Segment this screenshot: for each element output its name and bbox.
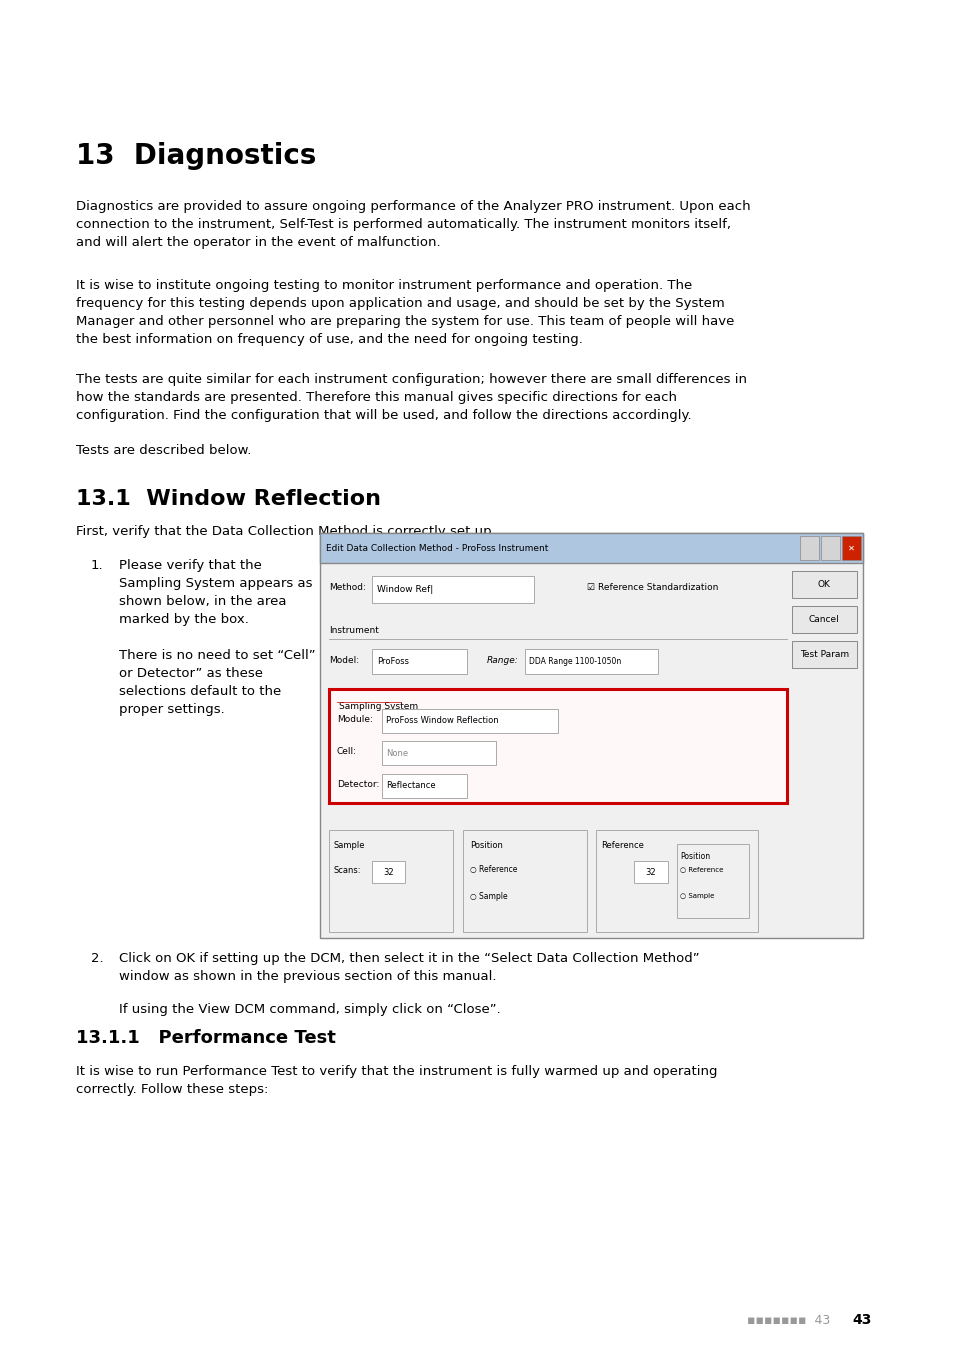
Text: DDA Range 1100-1050n: DDA Range 1100-1050n [529, 657, 621, 666]
FancyBboxPatch shape [329, 688, 786, 803]
FancyBboxPatch shape [329, 830, 453, 932]
Text: None: None [386, 749, 408, 757]
Text: Method:: Method: [329, 583, 366, 591]
FancyBboxPatch shape [791, 571, 856, 598]
Text: Please verify that the
Sampling System appears as
shown below, in the area
marke: Please verify that the Sampling System a… [119, 559, 315, 716]
FancyBboxPatch shape [524, 649, 658, 674]
Text: Scans:: Scans: [334, 867, 361, 875]
FancyBboxPatch shape [372, 861, 405, 883]
Text: ○ Reference: ○ Reference [470, 865, 517, 873]
FancyBboxPatch shape [596, 830, 758, 932]
Text: 13  Diagnostics: 13 Diagnostics [76, 142, 316, 170]
Text: 13.1.1   Performance Test: 13.1.1 Performance Test [76, 1029, 335, 1046]
Text: Module:: Module: [336, 716, 373, 724]
FancyBboxPatch shape [841, 536, 861, 560]
FancyBboxPatch shape [791, 641, 856, 668]
Text: Position: Position [470, 841, 502, 850]
Text: Instrument: Instrument [329, 626, 378, 634]
FancyBboxPatch shape [319, 533, 862, 938]
Text: Range:: Range: [486, 656, 517, 664]
Text: The tests are quite similar for each instrument configuration; however there are: The tests are quite similar for each ins… [76, 373, 746, 421]
Text: Cancel: Cancel [808, 616, 839, 624]
FancyBboxPatch shape [319, 533, 862, 563]
Text: Edit Data Collection Method - ProFoss Instrument: Edit Data Collection Method - ProFoss In… [326, 544, 548, 552]
Text: Window Ref|: Window Ref| [376, 586, 433, 594]
Text: 43: 43 [851, 1314, 870, 1327]
FancyBboxPatch shape [800, 536, 819, 560]
Text: ▪▪▪▪▪▪▪  43: ▪▪▪▪▪▪▪ 43 [746, 1314, 829, 1327]
FancyBboxPatch shape [372, 576, 534, 603]
FancyBboxPatch shape [791, 606, 856, 633]
Text: First, verify that the Data Collection Method is correctly set up.: First, verify that the Data Collection M… [76, 525, 496, 539]
Text: ○ Reference: ○ Reference [679, 867, 722, 872]
Text: Sample: Sample [334, 841, 365, 850]
FancyBboxPatch shape [677, 844, 748, 918]
Text: Model:: Model: [329, 656, 359, 664]
Text: 32: 32 [382, 868, 394, 876]
Text: If using the View DCM command, simply click on “Close”.: If using the View DCM command, simply cl… [119, 1003, 500, 1017]
Text: Reflectance: Reflectance [386, 782, 436, 790]
Text: 1.: 1. [91, 559, 103, 572]
Text: ☑ Reference Standardization: ☑ Reference Standardization [586, 583, 718, 591]
Text: It is wise to run Performance Test to verify that the instrument is fully warmed: It is wise to run Performance Test to ve… [76, 1065, 717, 1096]
Text: ○ Sample: ○ Sample [679, 894, 714, 899]
Text: 13.1  Window Reflection: 13.1 Window Reflection [76, 489, 381, 509]
Text: Click on OK if setting up the DCM, then select it in the “Select Data Collection: Click on OK if setting up the DCM, then … [119, 952, 700, 983]
Text: 32: 32 [644, 868, 656, 876]
Text: Detector:: Detector: [336, 780, 378, 788]
Text: Reference: Reference [600, 841, 643, 850]
FancyBboxPatch shape [381, 741, 496, 765]
Text: It is wise to institute ongoing testing to monitor instrument performance and op: It is wise to institute ongoing testing … [76, 279, 734, 347]
Text: ProFoss Window Reflection: ProFoss Window Reflection [386, 717, 498, 725]
FancyBboxPatch shape [372, 649, 467, 674]
Text: 2.: 2. [91, 952, 103, 965]
Text: OK: OK [817, 580, 830, 589]
Text: Cell:: Cell: [336, 748, 356, 756]
Text: Test Param: Test Param [799, 651, 848, 659]
FancyBboxPatch shape [381, 774, 467, 798]
Text: ✕: ✕ [847, 544, 855, 552]
Text: Sampling System: Sampling System [338, 702, 417, 711]
Text: Diagnostics are provided to assure ongoing performance of the Analyzer PRO instr: Diagnostics are provided to assure ongoi… [76, 200, 750, 248]
FancyBboxPatch shape [462, 830, 586, 932]
FancyBboxPatch shape [634, 861, 667, 883]
FancyBboxPatch shape [381, 709, 558, 733]
Text: ○ Sample: ○ Sample [470, 892, 507, 900]
FancyBboxPatch shape [821, 536, 840, 560]
Text: ProFoss: ProFoss [376, 657, 409, 666]
Text: Tests are described below.: Tests are described below. [76, 444, 252, 458]
Text: Position: Position [679, 852, 710, 861]
